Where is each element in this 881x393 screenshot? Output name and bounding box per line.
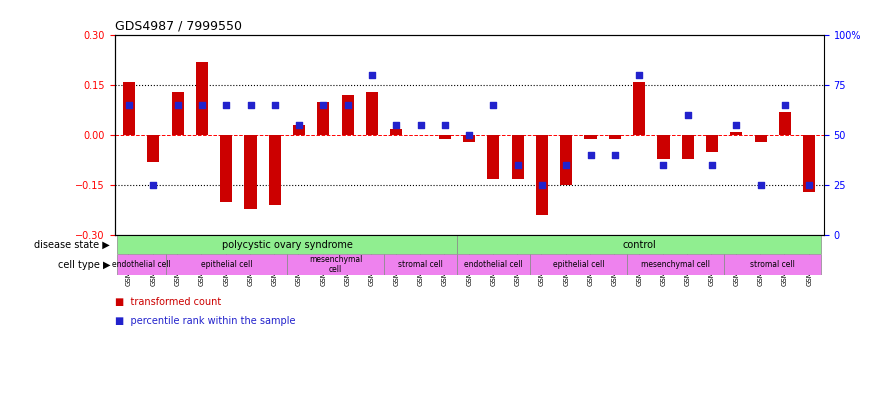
Point — [559, 162, 574, 168]
Bar — [439, 135, 451, 139]
Point — [292, 122, 307, 129]
Point — [632, 72, 646, 79]
Text: polycystic ovary syndrome: polycystic ovary syndrome — [221, 240, 352, 250]
Point — [122, 102, 137, 108]
Bar — [627, 254, 724, 275]
Point — [656, 162, 670, 168]
Bar — [633, 82, 645, 135]
Bar — [287, 254, 384, 275]
Bar — [706, 135, 718, 152]
Point — [535, 182, 549, 188]
Bar — [269, 135, 281, 205]
Point — [438, 122, 452, 129]
Bar — [342, 95, 354, 135]
Text: mesenchymal cell: mesenchymal cell — [641, 260, 710, 269]
Text: control: control — [622, 240, 656, 250]
Bar — [390, 129, 403, 135]
Text: stromal cell: stromal cell — [751, 260, 796, 269]
Point — [219, 102, 233, 108]
Bar — [196, 62, 208, 135]
Bar — [220, 135, 233, 202]
Bar — [123, 82, 135, 135]
Point — [486, 102, 500, 108]
Bar — [584, 135, 596, 139]
Bar — [779, 112, 791, 135]
Point — [778, 102, 792, 108]
Point — [802, 182, 816, 188]
Point — [268, 102, 282, 108]
Bar — [754, 135, 766, 142]
Text: endothelial cell: endothelial cell — [112, 260, 171, 269]
Bar — [682, 135, 694, 158]
Point — [341, 102, 355, 108]
Bar — [536, 135, 548, 215]
Bar — [366, 92, 378, 135]
Text: epithelial cell: epithelial cell — [201, 260, 252, 269]
Bar — [384, 254, 457, 275]
Bar — [657, 135, 670, 158]
Point — [729, 122, 744, 129]
Bar — [147, 135, 159, 162]
Bar — [244, 135, 256, 209]
Bar — [117, 235, 457, 254]
Bar — [166, 254, 287, 275]
Bar — [463, 135, 475, 142]
Bar — [487, 135, 500, 178]
Point — [608, 152, 622, 158]
Point — [389, 122, 403, 129]
Bar — [560, 135, 573, 185]
Bar — [730, 132, 743, 135]
Point — [243, 102, 257, 108]
Bar — [457, 235, 821, 254]
Point — [705, 162, 719, 168]
Point — [365, 72, 379, 79]
Point — [511, 162, 525, 168]
Text: disease state ▶: disease state ▶ — [34, 240, 110, 250]
Text: epithelial cell: epithelial cell — [552, 260, 604, 269]
Text: cell type ▶: cell type ▶ — [57, 260, 110, 270]
Bar — [609, 135, 621, 139]
Text: GDS4987 / 7999550: GDS4987 / 7999550 — [115, 20, 241, 33]
Bar — [317, 102, 329, 135]
Point — [195, 102, 209, 108]
Point — [753, 182, 767, 188]
Point — [681, 112, 695, 118]
Bar — [529, 254, 627, 275]
Bar — [172, 92, 184, 135]
Bar — [512, 135, 524, 178]
Point — [146, 182, 160, 188]
Point — [413, 122, 427, 129]
Bar — [724, 254, 821, 275]
Bar — [117, 254, 166, 275]
Text: endothelial cell: endothelial cell — [464, 260, 522, 269]
Text: stromal cell: stromal cell — [398, 260, 443, 269]
Text: mesenchymal
cell: mesenchymal cell — [309, 255, 362, 274]
Point — [463, 132, 477, 138]
Bar — [457, 254, 529, 275]
Point — [171, 102, 185, 108]
Text: ■  transformed count: ■ transformed count — [115, 297, 221, 307]
Bar — [293, 125, 305, 135]
Bar — [803, 135, 815, 192]
Point — [316, 102, 330, 108]
Point — [583, 152, 597, 158]
Text: ■  percentile rank within the sample: ■ percentile rank within the sample — [115, 316, 295, 326]
